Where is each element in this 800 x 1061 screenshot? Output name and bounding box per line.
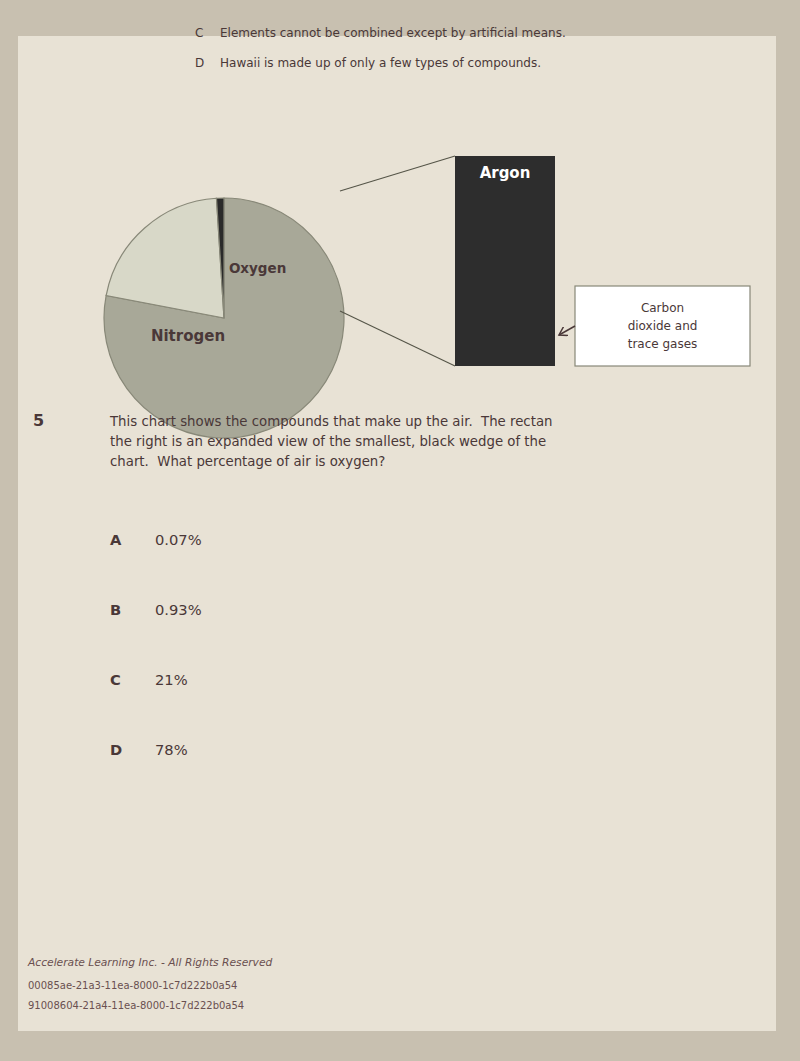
answer-text: 21% bbox=[155, 671, 188, 688]
slice-label: Nitrogen bbox=[151, 327, 225, 345]
footer-code: 91008604-21a4-11ea-8000-1c7d222b0a54 bbox=[28, 1000, 244, 1011]
answer-text: 0.93% bbox=[155, 601, 202, 618]
option-text: Elements cannot be combined except by ar… bbox=[220, 26, 566, 40]
question-number: 5 bbox=[33, 411, 44, 430]
option-text: Hawaii is made up of only a few types of… bbox=[220, 56, 541, 70]
expanded-view bbox=[455, 156, 555, 366]
worksheet: Nitrogen Oxygen C Elements cannot be combin… bbox=[0, 0, 800, 1061]
answer-letter: C bbox=[110, 671, 121, 688]
question-text: This chart shows the compounds that make… bbox=[109, 414, 552, 469]
answer-text: 78% bbox=[155, 741, 188, 758]
argon-label: Argon bbox=[480, 164, 531, 182]
slice-label: Oxygen bbox=[229, 260, 286, 276]
callout-box bbox=[575, 286, 750, 366]
pie-slice bbox=[106, 198, 224, 318]
option-letter: C bbox=[195, 26, 203, 40]
pie bbox=[104, 198, 344, 438]
option-letter: D bbox=[195, 56, 204, 70]
footer-code: 00085ae-21a3-11ea-8000-1c7d222b0a54 bbox=[28, 980, 237, 991]
callout-text: Carbondioxide andtrace gases bbox=[628, 301, 698, 351]
connector-line bbox=[340, 311, 455, 366]
answer-letter: D bbox=[110, 741, 122, 758]
footer: Accelerate Learning Inc. - All Rights Re… bbox=[27, 956, 273, 969]
answer-letter: B bbox=[110, 601, 121, 618]
pie-slice bbox=[216, 198, 224, 318]
pie-slice bbox=[104, 198, 344, 438]
background bbox=[0, 0, 800, 1061]
answer-text: 0.07% bbox=[155, 531, 202, 548]
page bbox=[18, 36, 776, 1031]
connector-line bbox=[340, 156, 455, 191]
arrow bbox=[559, 326, 575, 335]
answer-letter: A bbox=[110, 531, 122, 548]
